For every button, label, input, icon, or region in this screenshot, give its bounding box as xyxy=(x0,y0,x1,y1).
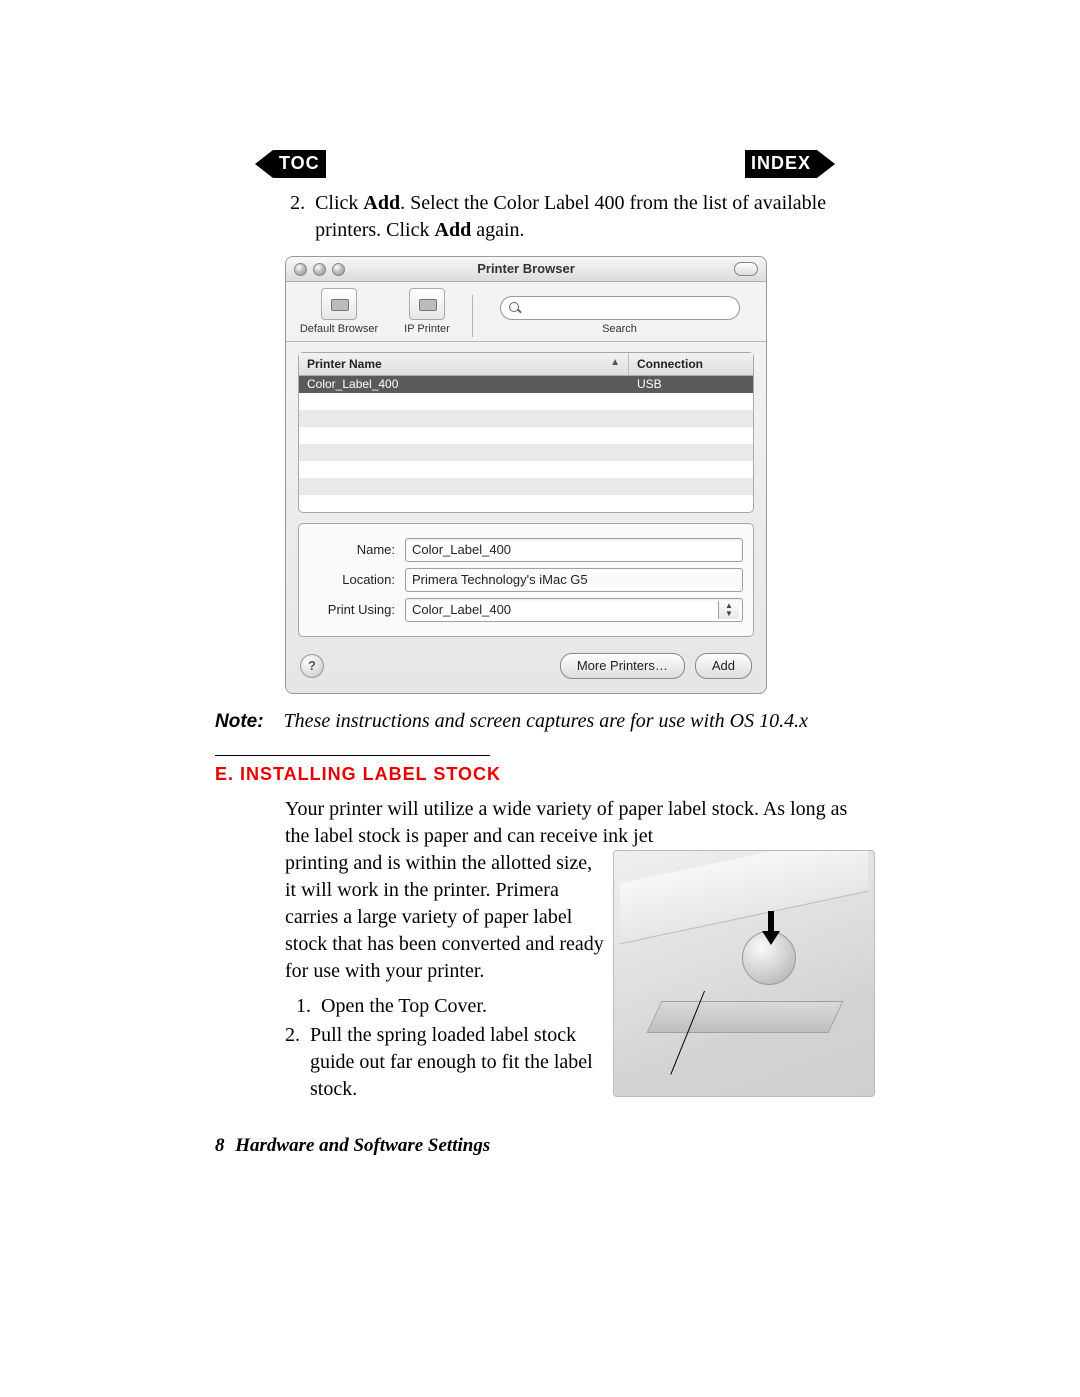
list-text: Pull the spring loaded label stock guide… xyxy=(310,1022,605,1103)
name-input[interactable]: Color_Label_400 xyxy=(405,538,743,562)
help-button[interactable]: ? xyxy=(300,654,324,678)
search-label: Search xyxy=(602,322,637,337)
printer-icon xyxy=(321,288,357,320)
arrow-left-icon xyxy=(255,150,273,178)
search-input[interactable] xyxy=(500,296,740,320)
step-number: 2. xyxy=(285,190,305,244)
toc-nav-button[interactable]: TOC xyxy=(255,150,326,178)
printer-list-panel: Printer Name Connection Color_Label_400 … xyxy=(298,352,754,513)
printer-form: Name: Color_Label_400 Location: Primera … xyxy=(298,523,754,637)
table-row[interactable] xyxy=(299,478,753,495)
printer-list[interactable]: Color_Label_400 USB xyxy=(299,376,753,512)
section-e-title: E. INSTALLING LABEL STOCK xyxy=(215,762,875,786)
default-browser-label: Default Browser xyxy=(300,322,378,337)
list-item: 2. Pull the spring loaded label stock gu… xyxy=(285,1022,605,1103)
cell-connection: USB xyxy=(629,376,753,392)
location-label: Location: xyxy=(309,571,395,589)
col-printer-name[interactable]: Printer Name xyxy=(299,353,629,375)
window-title: Printer Browser xyxy=(286,260,766,278)
list-number: 2. xyxy=(285,1022,300,1103)
step-2: 2. Click Add. Select the Color Label 400… xyxy=(285,190,875,244)
index-label: INDEX xyxy=(745,150,817,177)
list-item: 1. Open the Top Cover. xyxy=(285,993,605,1020)
note-text: These instructions and screen captures a… xyxy=(284,710,808,732)
toolbar-toggle-icon[interactable] xyxy=(734,262,758,276)
more-printers-button[interactable]: More Printers… xyxy=(560,653,685,679)
search-icon xyxy=(509,302,521,314)
note-line: Note: These instructions and screen capt… xyxy=(215,708,875,735)
printer-browser-window: Printer Browser Default Browser IP Print… xyxy=(285,256,767,694)
section-e-intro-left: printing and is within the allotted size… xyxy=(285,850,605,985)
print-using-label: Print Using: xyxy=(309,601,395,619)
table-row[interactable] xyxy=(299,461,753,478)
note-label: Note: xyxy=(215,711,264,732)
table-row[interactable] xyxy=(299,444,753,461)
list-number: 1. xyxy=(285,993,311,1020)
chapter-title: Hardware and Software Settings xyxy=(235,1135,490,1156)
arrow-right-icon xyxy=(817,150,835,178)
default-browser-button[interactable]: Default Browser xyxy=(296,288,382,337)
toolbar: Default Browser IP Printer Search xyxy=(286,282,766,342)
step-text: Click Add. Select the Color Label 400 fr… xyxy=(315,190,875,244)
printer-illustration: Label Stock Guide xyxy=(613,850,875,1097)
table-row[interactable]: Color_Label_400 USB xyxy=(299,376,753,393)
location-value: Primera Technology's iMac G5 xyxy=(405,568,743,592)
toolbar-divider xyxy=(472,295,473,337)
page-footer: 8 Hardware and Software Settings xyxy=(215,1133,875,1159)
add-button[interactable]: Add xyxy=(695,653,752,679)
table-row[interactable] xyxy=(299,410,753,427)
name-label: Name: xyxy=(309,541,395,559)
window-titlebar: Printer Browser xyxy=(286,257,766,282)
col-connection[interactable]: Connection xyxy=(629,353,753,375)
cell-printer-name: Color_Label_400 xyxy=(299,376,629,392)
index-nav-button[interactable]: INDEX xyxy=(745,150,835,178)
table-row[interactable] xyxy=(299,427,753,444)
ip-printer-button[interactable]: IP Printer xyxy=(392,288,462,337)
list-text: Open the Top Cover. xyxy=(321,993,487,1020)
down-arrow-icon xyxy=(762,911,780,945)
table-row[interactable] xyxy=(299,393,753,410)
ip-printer-label: IP Printer xyxy=(404,322,450,337)
toc-label: TOC xyxy=(273,150,326,177)
search-field[interactable] xyxy=(525,300,739,316)
ip-printer-icon xyxy=(409,288,445,320)
chevron-updown-icon xyxy=(718,601,739,619)
table-row[interactable] xyxy=(299,495,753,512)
section-divider xyxy=(215,755,490,756)
page-number: 8 xyxy=(215,1135,225,1156)
print-using-select[interactable]: Color_Label_400 xyxy=(405,598,743,622)
section-e-intro-top: Your printer will utilize a wide variety… xyxy=(285,796,875,850)
table-header: Printer Name Connection xyxy=(299,353,753,376)
